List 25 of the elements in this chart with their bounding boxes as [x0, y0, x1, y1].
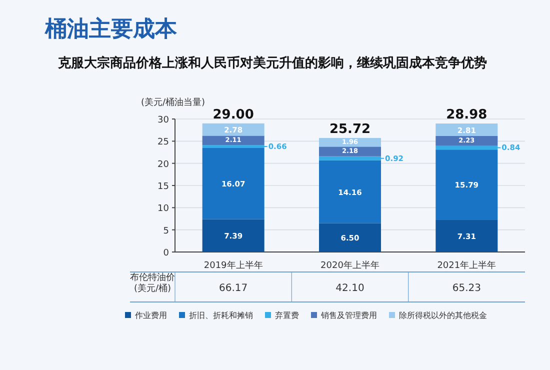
- y-tick-label: 20: [158, 160, 170, 170]
- legend-label: 除所得税以外的其他税金: [399, 311, 487, 320]
- legend-label: 销售及管理费用: [320, 311, 377, 320]
- y-tick-label: 5: [163, 226, 169, 236]
- text: 42.10: [336, 283, 364, 294]
- text: 66.17: [219, 283, 248, 294]
- y-tick-label: 30: [158, 116, 170, 126]
- total-label: 29.00: [212, 107, 254, 122]
- chart-title: 桶油主要成本: [44, 16, 178, 42]
- legend-label: 折旧、折耗和摊销: [189, 311, 253, 320]
- text: 65.23: [452, 283, 481, 294]
- x-tick-label: 2019年上半年: [204, 260, 263, 271]
- x-tick-label: 2020年上半年: [320, 260, 380, 271]
- total-label: 28.98: [446, 108, 488, 123]
- total-label: 25.72: [329, 122, 371, 137]
- y-tick-label: 10: [158, 204, 170, 214]
- text: 布伦特油价 (美元/桶): [130, 272, 175, 294]
- y-axis-title: (美元/桶油当量): [140, 97, 206, 108]
- y-tick-label: 15: [158, 182, 169, 192]
- x-tick-label: 2021年上半年: [437, 260, 496, 271]
- legend-label: 弃置费: [275, 311, 299, 320]
- y-tick-label: 25: [158, 138, 169, 148]
- y-tick-label: 0: [163, 248, 170, 258]
- chart-subtitle: 克服大宗商品价格上涨和人民币对美元升值的影响，继续巩固成本竞争优势: [57, 55, 487, 71]
- legend-label: 作业费用: [134, 311, 167, 320]
